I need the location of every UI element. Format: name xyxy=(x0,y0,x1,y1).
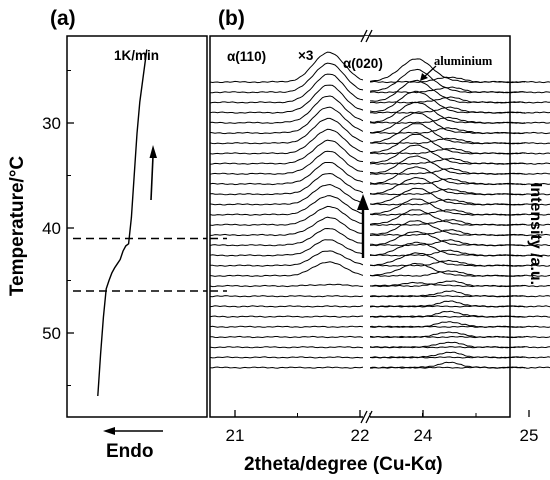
pattern-right xyxy=(369,127,550,135)
aluminium-pointer xyxy=(420,65,437,81)
pattern-right xyxy=(369,280,550,288)
pattern-right xyxy=(369,341,550,349)
x-tick-label: 21 xyxy=(226,426,245,445)
y-tick-label: 30 xyxy=(42,114,61,133)
pattern-right xyxy=(370,361,550,369)
pattern-right xyxy=(369,300,550,308)
pattern-right xyxy=(369,321,550,328)
pattern-right xyxy=(369,209,550,216)
intensity-arrow xyxy=(357,194,369,258)
panel-a-dashed-lines xyxy=(73,237,227,292)
pattern-right xyxy=(369,290,550,298)
xrd-patterns xyxy=(209,51,550,369)
pattern-right xyxy=(369,310,550,318)
pattern-right xyxy=(369,157,550,165)
pattern-right xyxy=(369,331,550,339)
pattern-right xyxy=(369,259,550,267)
pattern-right xyxy=(369,137,550,145)
heating-arrow xyxy=(149,145,157,201)
x-tick-label: 25 xyxy=(520,426,539,445)
peak-110-label: α(110) xyxy=(227,49,266,64)
panel-b-frame xyxy=(209,35,511,418)
x-tick-label: 22 xyxy=(351,426,370,445)
x-axis-title-b: 2theta/degree (Cu-Kα) xyxy=(244,454,443,475)
rate-annotation: 1K/min xyxy=(114,48,159,63)
aluminium-label: aluminium xyxy=(434,54,493,68)
pattern-right xyxy=(369,86,550,94)
axis-break-top xyxy=(360,29,373,43)
panel-a-y-axis: 30 40 50 xyxy=(42,70,74,386)
pattern-right xyxy=(369,116,550,124)
peak-020-label: α(020) xyxy=(343,56,383,71)
endo-arrow xyxy=(103,427,163,435)
pattern-right xyxy=(369,96,550,104)
scale-multiplier-label: ×3 xyxy=(298,48,314,63)
x-tick-label: 24 xyxy=(414,426,433,445)
pattern-right xyxy=(369,147,550,155)
pattern-right xyxy=(369,106,550,114)
y-axis-title: Temperature/°C xyxy=(7,156,28,297)
pattern-right xyxy=(369,177,550,186)
pattern-right xyxy=(369,76,550,84)
y-tick-label: 40 xyxy=(42,219,61,238)
pattern-right xyxy=(369,198,550,206)
panel-b-label: (b) xyxy=(218,7,245,30)
panel-a-frame xyxy=(66,35,208,418)
pattern-right xyxy=(369,218,550,226)
pattern-right xyxy=(369,351,550,359)
panel-b-x-axis: 21 22 24 25 xyxy=(226,410,539,445)
y-tick-label: 50 xyxy=(42,324,61,343)
pattern-right xyxy=(369,167,550,175)
panel-a-label: (a) xyxy=(50,7,76,30)
pattern-right xyxy=(369,229,550,237)
pattern-right xyxy=(369,188,550,196)
intensity-axis-title: Intensity /a.u. xyxy=(527,183,544,285)
x-axis-title-a: Endo xyxy=(106,441,154,462)
panel-a-curve xyxy=(97,49,148,397)
pattern-right xyxy=(369,270,550,277)
axis-break-bottom xyxy=(360,410,373,424)
axis-break-gap xyxy=(363,36,370,420)
